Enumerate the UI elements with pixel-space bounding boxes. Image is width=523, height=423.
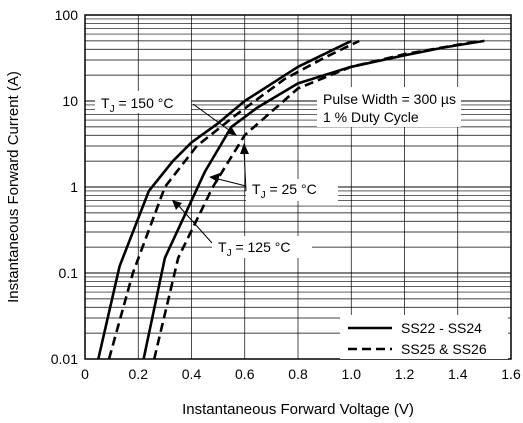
- x-tick-label: 0.4: [182, 366, 202, 382]
- x-axis-title: Instantaneous Forward Voltage (V): [182, 401, 414, 418]
- legend-label-ss25-ss26: SS25 & SS26: [401, 341, 487, 357]
- y-axis-title: Instantaneous Forward Current (A): [5, 71, 22, 303]
- x-tick-label: 1.6: [501, 366, 521, 382]
- series-line-3: [107, 39, 360, 360]
- series-group: [97, 39, 485, 360]
- series-line-4: [152, 39, 480, 360]
- y-tick-label: 10: [62, 93, 78, 109]
- x-tick-label: 0.2: [129, 366, 149, 382]
- svg-text:TJ = 25 °C: TJ = 25 °C: [252, 181, 317, 201]
- annotation-tj-125: TJ = 125 °C: [172, 200, 312, 259]
- x-tick-label: 0: [81, 366, 89, 382]
- y-tick-label: 0.01: [51, 351, 78, 367]
- legend: SS22 - SS24 SS25 & SS26: [340, 315, 508, 359]
- series-line-1: [97, 39, 352, 360]
- y-tick-label: 1: [70, 179, 78, 195]
- annotation-pulse-width: Pulse Width = 300 µs 1 % Duty Cycle: [317, 87, 461, 127]
- annotation-tj-150: TJ = 150 °C: [95, 91, 237, 136]
- x-tick-label: 0.6: [235, 366, 255, 382]
- x-tick-label: 1.4: [448, 366, 468, 382]
- pulse-width-text: Pulse Width = 300 µs: [323, 91, 456, 107]
- svg-text:TJ = 125 °C: TJ = 125 °C: [218, 239, 290, 259]
- plot-area-frame: [84, 14, 512, 360]
- svg-text:TJ = 150 °C: TJ = 150 °C: [101, 95, 173, 115]
- y-tick-label: 100: [55, 7, 79, 23]
- duty-cycle-text: 1 % Duty Cycle: [323, 109, 419, 125]
- x-tick-label: 0.8: [288, 366, 308, 382]
- x-tick-label: 1.0: [342, 366, 362, 382]
- annotation-tj-25: TJ = 25 °C: [209, 143, 338, 201]
- tick-labels: 0 0.2 0.4 0.6 0.8 1.0 1.2 1.4 1.6 0.01 0.1 1 10 100: [51, 7, 521, 382]
- legend-label-ss22-ss24: SS22 - SS24: [401, 320, 482, 336]
- y-tick-label: 0.1: [59, 265, 79, 281]
- x-tick-label: 1.2: [395, 366, 415, 382]
- series-line-2: [142, 39, 485, 360]
